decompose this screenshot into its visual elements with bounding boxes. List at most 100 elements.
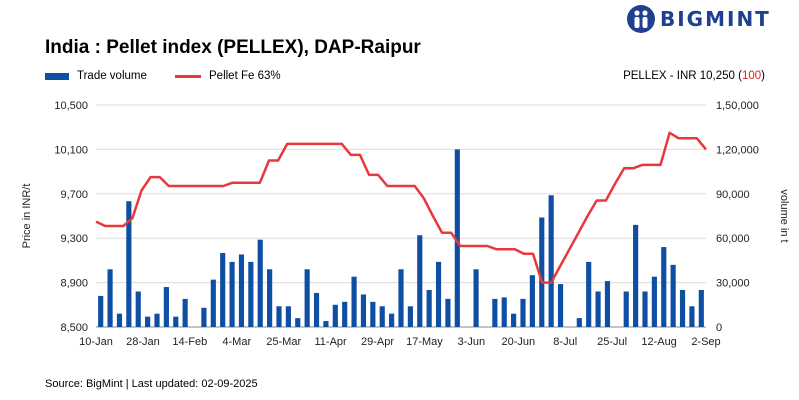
- x-tick-label: 8-Jul: [553, 336, 577, 348]
- volume-bar: [651, 276, 657, 327]
- x-tick-label: 3-Jun: [458, 336, 486, 348]
- volume-bar: [576, 318, 582, 327]
- volume-bar: [379, 306, 385, 327]
- legend-item-trade-volume: Trade volume: [45, 70, 147, 82]
- y-left-tick-label: 9,300: [60, 233, 88, 245]
- volume-bar: [529, 275, 535, 327]
- volume-bar: [670, 264, 676, 327]
- volume-bar: [238, 254, 245, 327]
- volume-bar: [435, 261, 442, 327]
- volume-bar: [642, 291, 648, 327]
- volume-bar: [145, 316, 151, 327]
- volume-bar: [332, 304, 338, 327]
- volume-bar: [492, 298, 498, 327]
- volume-bar: [389, 313, 395, 327]
- volume-bar: [417, 235, 423, 327]
- volume-bar: [276, 306, 282, 327]
- y-left-axis-title: Price in INR/t: [21, 184, 33, 249]
- volume-bar: [304, 269, 310, 327]
- price-line: [95, 131, 707, 284]
- volume-bar: [407, 306, 413, 327]
- y-right-tick-label: 30,000: [716, 278, 750, 290]
- x-tick-label: 10-Jan: [79, 336, 113, 348]
- volume-bar: [661, 247, 667, 327]
- pellex-note-prefix: PELLEX - INR 10,250 (: [623, 70, 742, 82]
- volume-bar: [426, 290, 432, 327]
- legend-item-pellet: Pellet Fe 63%: [175, 70, 281, 82]
- volume-bar: [98, 295, 104, 327]
- volume-bar: [360, 294, 367, 327]
- volume-bar: [173, 316, 179, 327]
- legend-swatch-line: [175, 74, 201, 78]
- y-right-tick-label: 0: [716, 322, 722, 334]
- volume-bar: [501, 297, 507, 327]
- y-right-tick-label: 1,20,000: [716, 144, 759, 156]
- x-tick-label: 12-Aug: [641, 336, 676, 348]
- y-left-tick-label: 10,100: [54, 144, 88, 156]
- volume-bar: [473, 269, 479, 327]
- volume-bar: [116, 313, 123, 327]
- volume-bar: [248, 261, 254, 327]
- legend-label-trade-volume: Trade volume: [77, 70, 147, 82]
- pellex-note: PELLEX - INR 10,250 (100): [623, 70, 765, 82]
- volume-bar: [679, 290, 686, 327]
- y-right-tick-label: 90,000: [716, 189, 750, 201]
- volume-bar: [548, 195, 554, 327]
- volume-bar: [520, 298, 526, 327]
- legend-label-pellet: Pellet Fe 63%: [209, 70, 281, 82]
- volume-bar: [342, 301, 348, 327]
- source-note: Source: BigMint | Last updated: 02-09-20…: [45, 378, 258, 390]
- volume-bar: [126, 201, 132, 327]
- volume-bar: [154, 313, 160, 327]
- y-left-tick-label: 9,700: [60, 189, 88, 201]
- volume-bar: [229, 261, 235, 327]
- volume-bar: [285, 306, 291, 327]
- volume-bar: [604, 281, 611, 327]
- y-left-tick-label: 10,500: [54, 100, 88, 112]
- bigmint-logo-icon: [627, 5, 655, 33]
- volume-bar: [633, 224, 639, 327]
- volume-bar: [595, 291, 601, 327]
- volume-bar: [398, 269, 404, 327]
- volume-bar: [201, 307, 207, 327]
- x-tick-label: 17-May: [406, 336, 443, 348]
- x-tick-label: 28-Jan: [126, 336, 160, 348]
- x-tick-label: 25-Jul: [597, 336, 627, 348]
- y-left-tick-label: 8,500: [60, 322, 88, 334]
- x-tick-label: 4-Mar: [222, 336, 251, 348]
- y-right-tick-label: 1,50,000: [716, 100, 759, 112]
- volume-bar: [182, 298, 188, 327]
- y-right-tick-label: 60,000: [716, 233, 750, 245]
- volume-bar: [370, 301, 376, 327]
- legend-swatch-bar: [45, 72, 69, 80]
- volume-bar: [135, 291, 141, 327]
- volume-bar: [557, 284, 564, 327]
- volume-bar: [163, 287, 169, 327]
- volume-bar: [351, 276, 357, 327]
- volume-bar: [511, 313, 517, 327]
- volume-bar: [586, 261, 592, 327]
- volume-bar: [323, 321, 329, 327]
- volume-bar: [698, 290, 704, 327]
- pellex-note-change: 100: [741, 70, 762, 82]
- chart-title: India : Pellet index (PELLEX), DAP-Raipu…: [45, 37, 421, 58]
- y-left-tick-label: 8,900: [60, 278, 88, 290]
- volume-bar: [257, 239, 263, 327]
- volume-bar: [267, 269, 273, 327]
- x-tick-label: 14-Feb: [172, 336, 207, 348]
- y-right-axis-title: volume in t: [778, 189, 790, 242]
- volume-bar: [220, 253, 226, 327]
- brand-logo: BIGMINT: [626, 3, 771, 35]
- pellex-note-suffix: ): [761, 70, 765, 82]
- volume-bar: [623, 291, 629, 327]
- volume-bar: [454, 149, 460, 327]
- volume-bar: [210, 279, 216, 327]
- x-tick-label: 11-Apr: [315, 336, 348, 348]
- volume-bar: [313, 292, 320, 327]
- volume-bar: [107, 269, 113, 327]
- volume-bar: [689, 306, 695, 327]
- volume-bar: [445, 298, 451, 327]
- volume-bar: [539, 217, 545, 327]
- x-tick-label: 2-Sep: [691, 336, 720, 348]
